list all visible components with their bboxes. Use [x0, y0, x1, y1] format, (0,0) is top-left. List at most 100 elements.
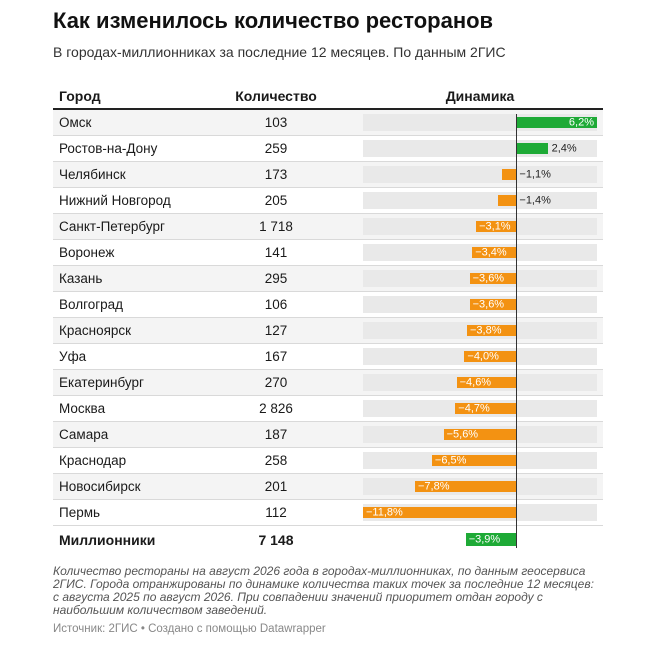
table-row: Краснодар 258 −6,5% [53, 447, 603, 474]
dynamics-bar [469, 273, 517, 284]
dynamics-label: −3,6% [472, 272, 505, 284]
bar-background: −7,8% [363, 478, 597, 495]
city-cell: Казань [53, 265, 195, 292]
dynamics-bar [456, 377, 517, 388]
chart-title: Как изменилось количество ресторанов [53, 8, 494, 33]
dynamics-bar [472, 247, 517, 258]
dynamics-label: 2,4% [551, 142, 577, 154]
dynamics-bar [516, 143, 548, 154]
dynamics-cell: −4,6% [357, 369, 603, 396]
dynamics-bar [502, 169, 517, 180]
city-cell: Нижний Новгород [53, 187, 195, 214]
dynamics-cell: −3,1% [357, 213, 603, 240]
dynamics-cell: −3,6% [357, 291, 603, 318]
table-body: Омск 103 6,2% Ростов-на-Дону 259 2,4% Челябинс… [53, 109, 603, 553]
city-cell: Краснодар [53, 447, 195, 474]
city-cell: Омск [53, 109, 195, 136]
column-header-city[interactable]: Город [53, 84, 195, 110]
dynamics-cell: 2,4% [357, 135, 603, 162]
count-cell: 127 [195, 317, 357, 344]
dynamics-bar [465, 533, 517, 546]
city-cell: Пермь [53, 499, 195, 526]
bar-background: −3,6% [363, 270, 597, 287]
city-cell: Челябинск [53, 161, 195, 188]
count-cell: 258 [195, 447, 357, 474]
bar-background: 6,2% [363, 114, 597, 131]
bar-background: −1,4% [363, 192, 597, 209]
table-row: Омск 103 6,2% [53, 109, 603, 136]
bar-background: −4,0% [363, 348, 597, 365]
city-cell: Красноярск [53, 317, 195, 344]
dynamics-cell: 6,2% [357, 109, 603, 136]
bar-background: −3,6% [363, 296, 597, 313]
table-row: Воронеж 141 −3,4% [53, 239, 603, 266]
dynamics-label: −3,1% [479, 220, 511, 232]
dynamics-label: −1,1% [519, 168, 551, 180]
dynamics-cell: −1,4% [357, 187, 603, 214]
dynamics-label: −7,8% [418, 480, 450, 492]
dynamics-label: −4,6% [459, 376, 492, 388]
table-row: Красноярск 127 −3,8% [53, 317, 603, 344]
bar-background: −3,4% [363, 244, 597, 261]
dynamics-cell: −6,5% [357, 447, 603, 474]
count-cell: 141 [195, 239, 357, 266]
zero-axis-line [516, 114, 518, 548]
dynamics-bar [469, 299, 517, 310]
count-cell: 112 [195, 499, 357, 526]
dynamics-label: −4,7% [458, 402, 490, 414]
city-cell: Екатеринбург [53, 369, 195, 396]
bar-background: −3,8% [363, 322, 597, 339]
table-row: Волгоград 106 −3,6% [53, 291, 603, 318]
column-header-dynamics[interactable]: Динамика [357, 84, 603, 110]
dynamics-bar [498, 195, 517, 206]
dynamics-bar [467, 325, 517, 336]
bar-background: −5,6% [363, 426, 597, 443]
count-cell: 201 [195, 473, 357, 500]
dynamics-cell: −3,6% [357, 265, 603, 292]
count-cell: 295 [195, 265, 357, 292]
dynamics-label: −3,4% [475, 246, 507, 258]
column-header-count[interactable]: Количество [195, 84, 357, 110]
dynamics-cell: −4,7% [357, 395, 603, 422]
dynamics-cell: −3,9% [357, 526, 603, 554]
city-cell: Миллионники [59, 531, 156, 548]
table-row: Москва 2 826 −4,7% [53, 395, 603, 422]
footnote: Количество рестораны на август 2026 года… [53, 564, 594, 617]
count-cell: 205 [195, 187, 357, 214]
dynamics-cell: −5,6% [357, 421, 603, 448]
dynamics-label: 6,2% [568, 116, 594, 128]
city-cell: Волгоград [53, 291, 195, 318]
bar-background: −4,7% [363, 400, 597, 417]
count-cell: 167 [195, 343, 357, 370]
table-row: Пермь 112 −11,8% [53, 499, 603, 526]
bar-background: −11,8% [363, 504, 597, 521]
dynamics-label: −3,8% [470, 324, 502, 336]
city-cell: Воронеж [53, 239, 195, 266]
bar-background: −6,5% [363, 452, 597, 469]
dynamics-cell: −3,8% [357, 317, 603, 344]
bar-background: −4,6% [363, 374, 597, 391]
city-cell: Ростов-на-Дону [53, 135, 195, 162]
bar-background: −1,1% [363, 166, 597, 183]
dynamics-cell: −4,0% [357, 343, 603, 370]
count-cell: 2 826 [195, 395, 357, 422]
total-row: Миллионники 7 148 −3,9% [53, 526, 603, 554]
city-cell: Самара [53, 421, 195, 448]
dynamics-label: −3,9% [468, 533, 501, 545]
table-row: Уфа 167 −4,0% [53, 343, 603, 370]
count-cell: 1 718 [195, 213, 357, 240]
table-row: Санкт-Петербург 1 718 −3,1% [53, 213, 603, 240]
city-cell: Москва [53, 395, 195, 422]
table-row: Самара 187 −5,6% [53, 421, 603, 448]
dynamics-bar [516, 117, 597, 128]
dynamics-label: −4,0% [467, 350, 499, 362]
table-row: Екатеринбург 270 −4,6% [53, 369, 603, 396]
dynamics-label: −3,6% [472, 298, 505, 310]
table-row: Казань 295 −3,6% [53, 265, 603, 292]
count-cell: 106 [195, 291, 357, 318]
dynamics-bar [431, 455, 517, 466]
bar-background: −3,9% [363, 530, 597, 549]
dynamics-label: −1,4% [519, 194, 551, 206]
city-cell: Санкт-Петербург [53, 213, 195, 240]
dynamics-bar [415, 481, 517, 492]
